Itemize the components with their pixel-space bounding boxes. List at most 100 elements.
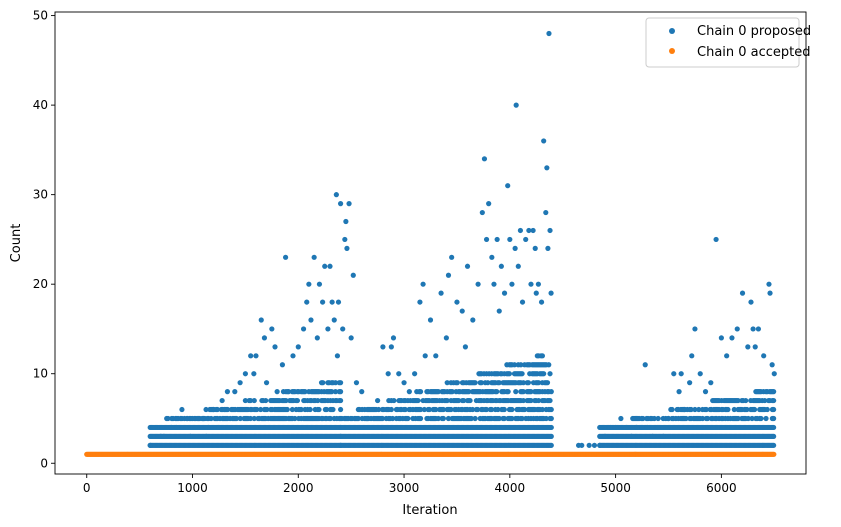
- proposed-point: [725, 406, 731, 413]
- proposed-point: [282, 254, 289, 260]
- proposed-point: [440, 406, 447, 413]
- proposed-point: [308, 317, 314, 323]
- proposed-point: [325, 326, 331, 332]
- proposed-point: [344, 245, 350, 251]
- proposed-point: [495, 406, 501, 413]
- proposed-point: [304, 299, 310, 305]
- y-tick-label: 10: [33, 367, 48, 381]
- proposed-point: [640, 415, 646, 422]
- proposed-point: [705, 415, 711, 422]
- proposed-point: [650, 433, 656, 439]
- x-tick-label: 0: [83, 481, 91, 495]
- proposed-point: [607, 424, 613, 431]
- proposed-point: [724, 353, 730, 359]
- proposed-point: [327, 415, 334, 422]
- x-axis-label: Iteration: [402, 503, 457, 518]
- proposed-point: [396, 371, 402, 377]
- proposed-point: [422, 353, 428, 359]
- proposed-point: [359, 389, 365, 395]
- proposed-point: [501, 406, 507, 413]
- proposed-point: [444, 380, 450, 386]
- proposed-point: [751, 406, 758, 413]
- proposed-point: [519, 415, 525, 422]
- proposed-point: [579, 442, 585, 448]
- proposed-point: [330, 406, 336, 413]
- proposed-point: [211, 406, 217, 413]
- proposed-point: [279, 362, 286, 368]
- proposed-point: [261, 335, 268, 341]
- proposed-point: [195, 415, 201, 422]
- proposed-point: [548, 415, 554, 422]
- proposed-point: [731, 406, 737, 413]
- proposed-point: [269, 326, 275, 332]
- proposed-point: [346, 201, 352, 207]
- proposed-point: [489, 254, 495, 260]
- proposed-point: [253, 353, 259, 359]
- proposed-point: [340, 326, 346, 332]
- proposed-point: [750, 326, 756, 332]
- proposed-point: [329, 299, 335, 305]
- proposed-point: [232, 389, 238, 395]
- proposed-point: [258, 406, 264, 413]
- proposed-point: [530, 227, 536, 234]
- x-tick-label: 3000: [389, 481, 420, 495]
- proposed-point: [692, 406, 698, 413]
- proposed-point: [744, 406, 750, 413]
- proposed-point: [771, 415, 777, 422]
- proposed-point: [602, 433, 608, 439]
- proposed-point: [528, 281, 534, 287]
- proposed-point: [320, 299, 326, 305]
- proposed-point: [618, 415, 624, 422]
- plot-frame: [54, 11, 807, 475]
- proposed-point: [322, 263, 328, 269]
- proposed-point: [496, 308, 502, 314]
- proposed-point: [639, 424, 645, 431]
- proposed-point: [475, 281, 481, 287]
- proposed-point: [449, 389, 455, 395]
- proposed-point: [547, 227, 553, 234]
- proposed-point: [200, 415, 206, 422]
- proposed-point: [314, 335, 320, 341]
- proposed-point: [548, 290, 554, 296]
- proposed-point: [203, 406, 209, 413]
- proposed-point: [546, 30, 552, 37]
- proposed-point: [467, 397, 473, 404]
- proposed-point: [388, 344, 394, 350]
- proposed-point: [683, 415, 689, 422]
- proposed-point: [771, 397, 777, 404]
- proposed-point: [678, 371, 684, 377]
- proposed-point: [687, 380, 693, 386]
- proposed-point: [380, 344, 386, 350]
- proposed-point: [327, 263, 333, 269]
- proposed-point: [548, 433, 554, 439]
- proposed-point: [203, 433, 209, 439]
- proposed-point: [161, 433, 167, 439]
- proposed-point: [501, 290, 508, 296]
- proposed-point: [533, 290, 539, 296]
- proposed-point: [337, 406, 344, 413]
- proposed-point: [427, 317, 434, 323]
- proposed-point: [420, 281, 426, 287]
- proposed-point: [771, 424, 777, 431]
- proposed-point: [332, 380, 339, 386]
- proposed-point: [688, 406, 694, 413]
- proposed-point: [475, 406, 481, 413]
- proposed-point: [165, 415, 171, 422]
- proposed-point: [412, 371, 418, 377]
- proposed-point: [179, 406, 185, 413]
- proposed-point: [337, 201, 344, 207]
- proposed-point: [669, 406, 675, 413]
- proposed-point: [703, 406, 709, 413]
- proposed-point: [426, 406, 433, 413]
- proposed-point: [496, 380, 502, 386]
- proposed-point: [461, 397, 467, 404]
- proposed-point: [448, 406, 454, 413]
- proposed-point: [332, 389, 339, 395]
- proposed-point: [547, 371, 553, 377]
- proposed-point: [331, 317, 337, 323]
- proposed-point: [591, 442, 598, 448]
- proposed-point: [147, 442, 153, 448]
- proposed-point: [274, 389, 280, 395]
- proposed-point: [224, 389, 231, 395]
